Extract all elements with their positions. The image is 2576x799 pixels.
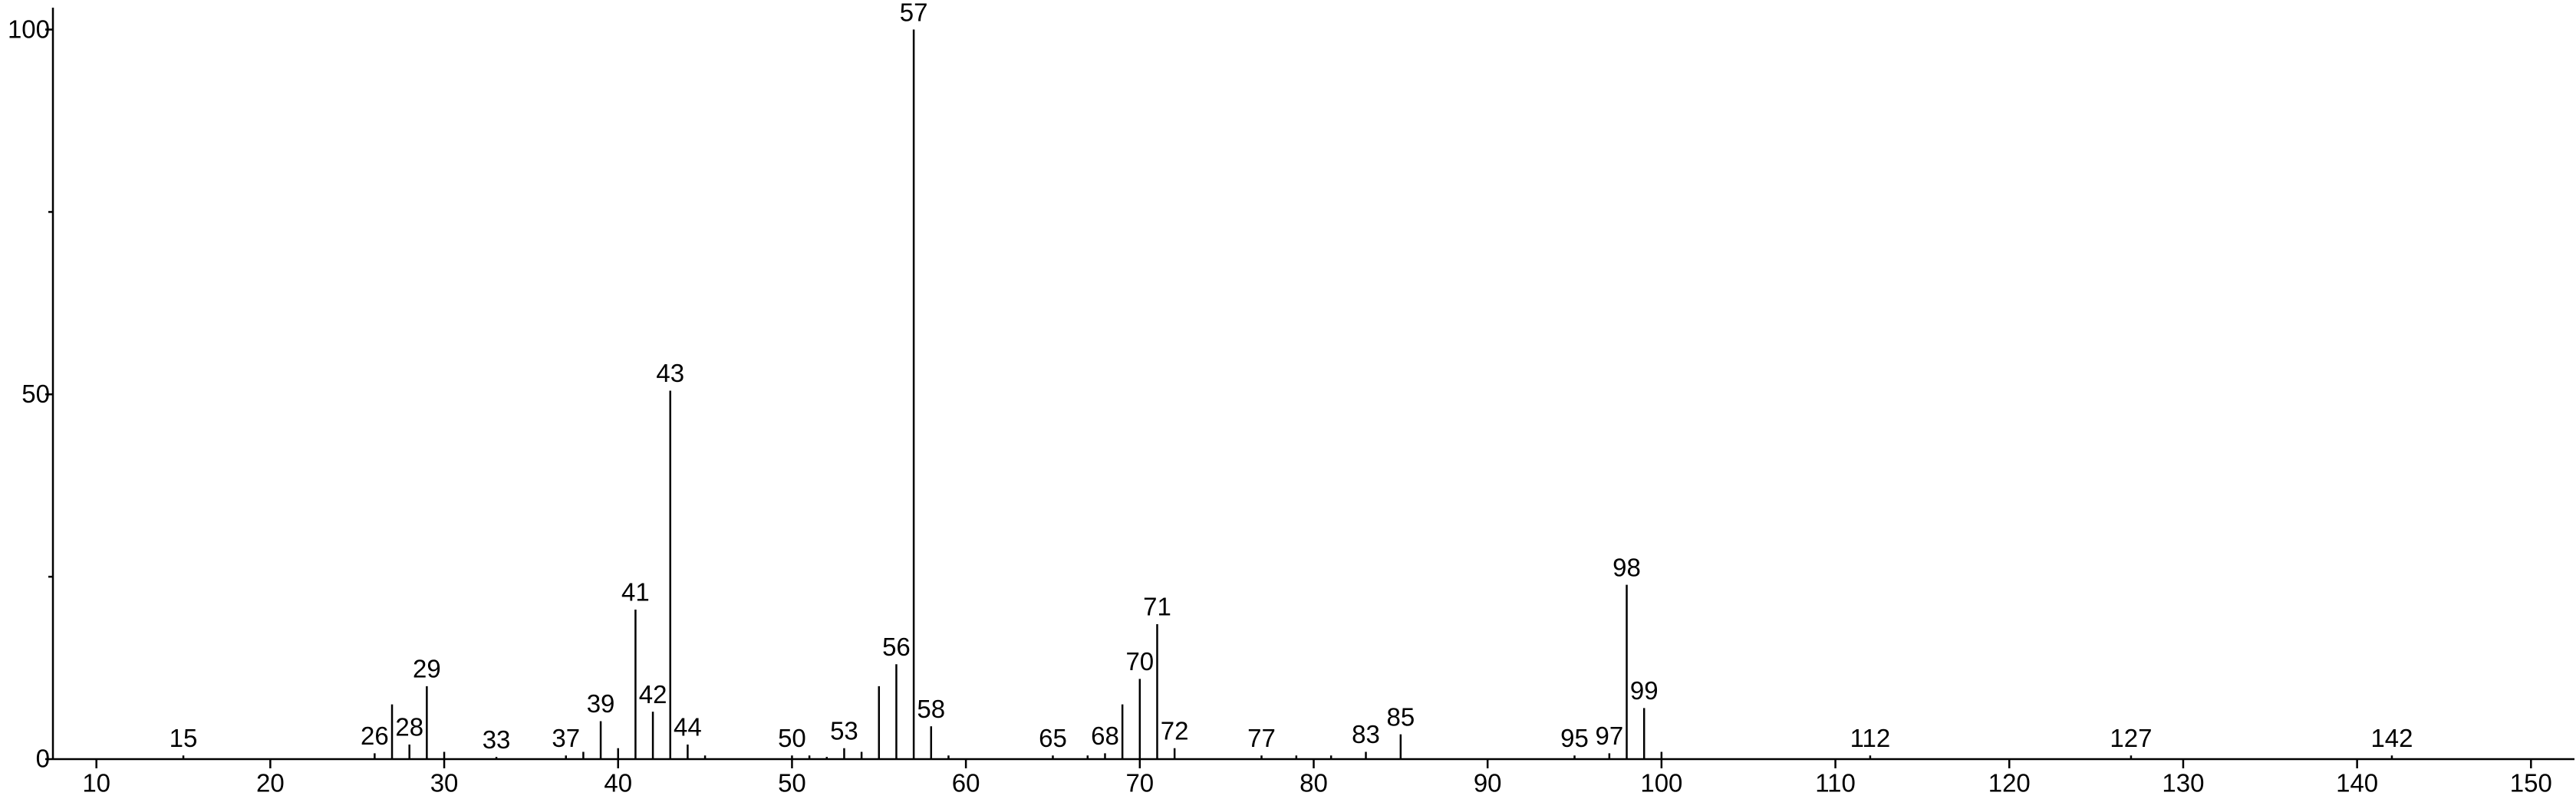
- x-tick-label: 60: [952, 769, 980, 797]
- peak-label: 41: [621, 578, 650, 607]
- peak-label: 72: [1161, 716, 1189, 745]
- peak-label: 50: [778, 724, 806, 752]
- x-tick-label: 100: [1640, 769, 1682, 797]
- x-tick-label: 80: [1300, 769, 1328, 797]
- x-tick-label: 140: [2336, 769, 2378, 797]
- y-tick-label: 0: [36, 745, 50, 773]
- peak-label: 95: [1560, 724, 1589, 752]
- peak-label: 70: [1125, 647, 1154, 676]
- peak-label: 71: [1143, 593, 1171, 621]
- peak-label: 58: [917, 695, 945, 723]
- x-tick-label: 130: [2162, 769, 2204, 797]
- peak-label: 97: [1596, 722, 1624, 750]
- peak-label: 85: [1386, 702, 1415, 731]
- peak-label: 112: [1850, 724, 1891, 752]
- x-tick-label: 70: [1125, 769, 1154, 797]
- x-tick-label: 40: [604, 769, 632, 797]
- peak-label: 43: [656, 359, 684, 387]
- peak-label: 56: [882, 633, 911, 661]
- peak-label: 142: [2370, 724, 2413, 752]
- peak-label: 37: [552, 724, 580, 752]
- peak-label: 15: [170, 724, 198, 752]
- peak-label: 39: [587, 689, 615, 718]
- x-tick-label: 150: [2510, 769, 2552, 797]
- peak-label: 29: [413, 655, 441, 683]
- peak-label: 26: [361, 722, 389, 750]
- peak-label: 44: [674, 713, 702, 741]
- peak-label: 83: [1352, 720, 1380, 748]
- peak-label: 77: [1247, 724, 1276, 752]
- y-tick-label: 50: [21, 380, 50, 408]
- x-tick-label: 10: [82, 769, 110, 797]
- peak-label: 68: [1091, 722, 1119, 750]
- peak-label: 28: [395, 713, 423, 741]
- peak-label: 99: [1630, 676, 1659, 705]
- peak-label: 33: [483, 725, 511, 754]
- peak-label: 57: [900, 0, 928, 26]
- x-tick-label: 110: [1815, 769, 1856, 797]
- x-tick-label: 20: [256, 769, 285, 797]
- peak-label: 65: [1039, 724, 1067, 752]
- peak-label: 42: [639, 680, 667, 709]
- x-tick-label: 120: [1988, 769, 2031, 797]
- x-tick-label: 50: [778, 769, 806, 797]
- peak-label: 53: [830, 716, 858, 745]
- peak-label: 127: [2110, 724, 2152, 752]
- y-tick-label: 100: [8, 15, 50, 43]
- x-tick-label: 90: [1474, 769, 1502, 797]
- x-tick-label: 30: [430, 769, 459, 797]
- peak-label: 98: [1612, 553, 1641, 581]
